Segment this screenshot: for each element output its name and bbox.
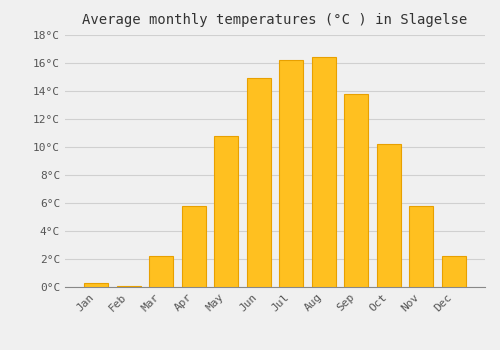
Bar [409, 206, 434, 287]
Bar [214, 136, 238, 287]
Bar [246, 78, 271, 287]
Bar [376, 144, 401, 287]
Bar [182, 206, 206, 287]
Bar [116, 286, 141, 287]
Bar [312, 57, 336, 287]
Bar [84, 283, 108, 287]
Bar [344, 94, 368, 287]
Title: Average monthly temperatures (°C ) in Slagelse: Average monthly temperatures (°C ) in Sl… [82, 13, 468, 27]
Bar [279, 60, 303, 287]
Bar [442, 256, 466, 287]
Bar [149, 256, 174, 287]
